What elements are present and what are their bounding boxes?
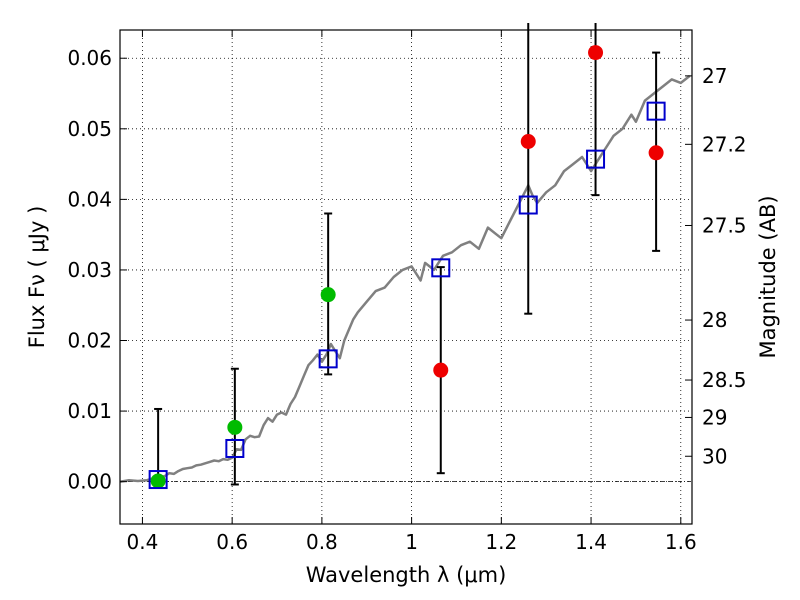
detection-point [320, 287, 336, 303]
upper-limit-point [588, 45, 604, 61]
x-tick-label: 0.4 [127, 530, 159, 554]
synthetic-photometry-point [431, 258, 451, 278]
y-tick-label: 0.00 [67, 470, 112, 494]
synthetic-photometry-point [148, 470, 168, 490]
right-tick-label: 29 [702, 405, 727, 429]
upper-limit-point [433, 362, 449, 378]
x-tick-label: 0.6 [216, 530, 248, 554]
right-tick-label: 27.5 [702, 213, 747, 237]
synthetic-photometry-point [586, 149, 606, 169]
x-tick-label: 1.4 [575, 530, 607, 554]
right-tick-label: 30 [702, 444, 727, 468]
right-axis-label: Magnitude (AB) [756, 195, 780, 358]
y-tick-label: 0.06 [67, 46, 112, 70]
marker-layer [148, 45, 666, 490]
detection-point [150, 473, 166, 489]
y-tick-label: 0.04 [67, 187, 112, 211]
x-tick-label: 1.6 [665, 530, 697, 554]
y-axis-label: Flux Fν ( μJy ) [25, 206, 49, 349]
tick-layer: 0.4 0.6 0.8 1 1.2 1.4 1.6 0.00 0.01 0.02 0.03 0.04 0… [67, 30, 747, 554]
y-tick-label: 0.01 [67, 399, 112, 423]
x-tick-label: 1.2 [485, 530, 517, 554]
x-tick-label: 0.8 [306, 530, 338, 554]
synthetic-photometry-point [646, 101, 666, 121]
right-tick-label: 27 [702, 64, 727, 88]
synthetic-photometry-point [225, 438, 245, 458]
y-tick-label: 0.02 [67, 329, 112, 353]
right-tick-label: 27.2 [702, 132, 747, 156]
upper-limit-point [648, 145, 664, 161]
x-axis-label: Wavelength λ (μm) [306, 563, 507, 587]
right-tick-label: 28 [702, 308, 727, 332]
x-tick-label: 1 [405, 530, 418, 554]
y-tick-label: 0.05 [67, 117, 112, 141]
detection-point [227, 419, 243, 435]
upper-limit-point [520, 134, 536, 150]
y-tick-label: 0.03 [67, 258, 112, 282]
synthetic-photometry-point [518, 195, 538, 215]
right-tick-label: 28.5 [702, 368, 747, 392]
synthetic-photometry-point [318, 349, 338, 369]
plot-frame [119, 29, 693, 525]
